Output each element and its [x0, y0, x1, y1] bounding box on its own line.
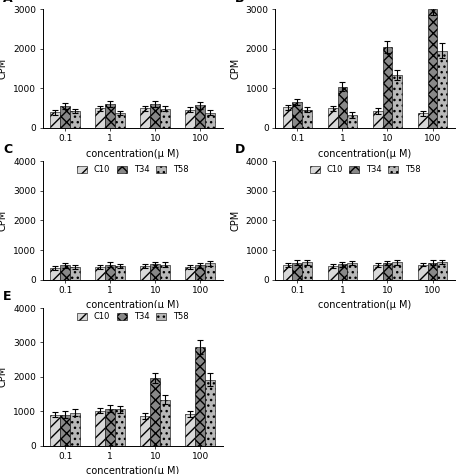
Bar	[328, 266, 337, 280]
Bar	[373, 265, 383, 280]
Bar	[185, 414, 195, 446]
Bar	[392, 262, 402, 280]
Y-axis label: CPM: CPM	[0, 366, 8, 387]
Bar	[95, 267, 105, 280]
Bar	[185, 267, 195, 280]
Legend: C10, T34, T58: C10, T34, T58	[75, 163, 191, 177]
Bar	[115, 266, 125, 280]
Bar	[347, 263, 357, 280]
Bar	[105, 409, 115, 446]
X-axis label: concentration(μ M): concentration(μ M)	[86, 301, 179, 310]
Bar	[105, 104, 115, 128]
Bar	[283, 108, 292, 128]
Bar	[302, 110, 312, 128]
Bar	[383, 263, 392, 280]
Bar	[105, 265, 115, 280]
Bar	[392, 75, 402, 128]
Y-axis label: CPM: CPM	[230, 58, 240, 79]
Bar	[140, 266, 150, 280]
Bar	[418, 264, 428, 280]
Bar	[150, 378, 160, 446]
Bar	[205, 264, 215, 280]
Text: B: B	[235, 0, 245, 5]
X-axis label: concentration(μ M): concentration(μ M)	[319, 301, 411, 310]
Text: E: E	[3, 290, 11, 302]
Text: C: C	[3, 144, 12, 156]
Bar	[283, 265, 292, 280]
Y-axis label: CPM: CPM	[230, 210, 240, 231]
Bar	[205, 113, 215, 128]
Bar	[60, 106, 70, 128]
Bar	[205, 380, 215, 446]
Bar	[185, 110, 195, 128]
Bar	[302, 263, 312, 280]
Bar	[328, 108, 337, 128]
Bar	[428, 263, 438, 280]
Bar	[292, 102, 302, 128]
Legend: C10, T34, T58: C10, T34, T58	[75, 310, 191, 324]
Bar	[438, 51, 447, 128]
Bar	[95, 108, 105, 128]
Bar	[195, 265, 205, 280]
Bar	[50, 112, 60, 128]
Y-axis label: CPM: CPM	[0, 210, 8, 231]
Bar	[337, 87, 347, 128]
Bar	[347, 115, 357, 128]
Bar	[70, 267, 80, 280]
Bar	[292, 263, 302, 280]
Bar	[150, 104, 160, 128]
Bar	[140, 416, 150, 446]
Bar	[383, 47, 392, 128]
Bar	[160, 400, 170, 446]
Bar	[115, 410, 125, 446]
Bar	[50, 268, 60, 280]
Bar	[70, 111, 80, 128]
Legend: C10, T34, T58: C10, T34, T58	[307, 163, 423, 177]
Bar	[428, 9, 438, 128]
Bar	[195, 106, 205, 128]
Bar	[160, 109, 170, 128]
X-axis label: concentration(μ M): concentration(μ M)	[319, 149, 411, 159]
Text: A: A	[3, 0, 13, 5]
Bar	[150, 264, 160, 280]
Bar	[195, 347, 205, 446]
Bar	[50, 415, 60, 446]
Bar	[60, 265, 70, 280]
Bar	[140, 108, 150, 128]
Y-axis label: CPM: CPM	[0, 58, 8, 79]
Bar	[115, 113, 125, 128]
Bar	[95, 410, 105, 446]
Bar	[418, 113, 428, 128]
Bar	[160, 265, 170, 280]
Bar	[438, 262, 447, 280]
Text: D: D	[235, 144, 246, 156]
Bar	[337, 264, 347, 280]
X-axis label: concentration(μ M): concentration(μ M)	[86, 466, 179, 474]
Bar	[373, 111, 383, 128]
X-axis label: concentration(μ M): concentration(μ M)	[86, 149, 179, 159]
Bar	[60, 415, 70, 446]
Bar	[70, 413, 80, 446]
